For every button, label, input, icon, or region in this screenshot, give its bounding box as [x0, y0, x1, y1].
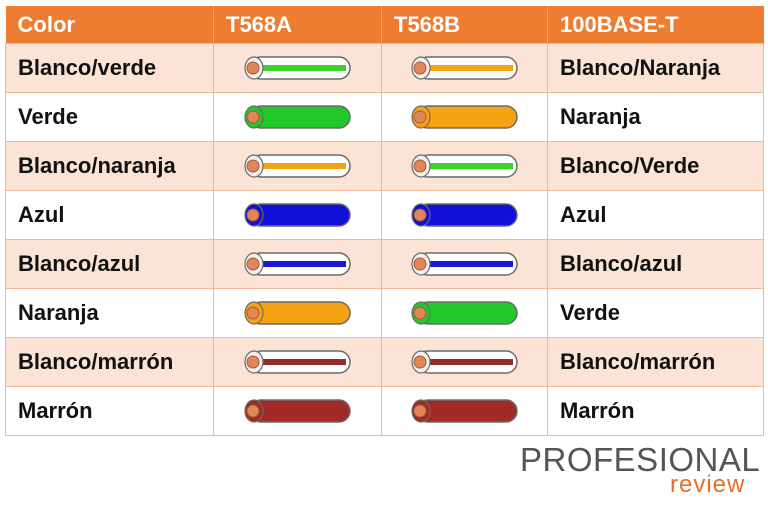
wire-stripe: [259, 65, 346, 71]
wire-copper-core: [413, 61, 426, 75]
header-100base-t: 100BASE-T: [547, 6, 764, 44]
table-row: Naranja Verde: [5, 288, 764, 338]
wire-copper-core: [413, 355, 426, 369]
header-row: Color T568A T568B 100BASE-T: [5, 6, 764, 44]
wire-insulation: [415, 105, 518, 129]
color-cell: Blanco/naranja: [5, 141, 214, 191]
wire-stripe: [426, 65, 513, 71]
t568a-wire-cell: [213, 43, 382, 93]
wire-insulation: [248, 399, 351, 423]
wire-stripe: [259, 359, 346, 365]
t568a-wire-cell: [213, 239, 382, 289]
t568a-wire-cell: [213, 190, 382, 240]
100base-t-cell: Blanco/Verde: [547, 141, 764, 191]
color-cell: Azul: [5, 190, 214, 240]
t568a-wire-cell: [213, 337, 382, 387]
t568b-wire-cell: [381, 190, 548, 240]
wire-icon: [243, 154, 351, 178]
profesional-review-logo: PROFESIONAL review: [520, 441, 761, 498]
100base-t-cell: Blanco/azul: [547, 239, 764, 289]
color-cell: Naranja: [5, 288, 214, 338]
wire-icon: [410, 203, 518, 227]
t568b-wire-cell: [381, 337, 548, 387]
color-cell: Blanco/azul: [5, 239, 214, 289]
color-cell: Marrón: [5, 386, 214, 436]
wire-icon: [243, 399, 351, 423]
wire-icon: [410, 56, 518, 80]
t568a-wire-cell: [213, 141, 382, 191]
100base-t-cell: Marrón: [547, 386, 764, 436]
wire-insulation: [415, 301, 518, 325]
100base-t-cell: Blanco/marrón: [547, 337, 764, 387]
t568b-wire-cell: [381, 386, 548, 436]
wire-icon: [243, 56, 351, 80]
wire-copper-core: [413, 208, 426, 222]
wire-copper-core: [246, 110, 259, 124]
t568b-wire-cell: [381, 141, 548, 191]
wire-copper-core: [413, 404, 426, 418]
100base-t-cell: Naranja: [547, 92, 764, 142]
wire-copper-core: [413, 110, 426, 124]
wire-copper-core: [246, 257, 259, 271]
wire-copper-core: [246, 159, 259, 173]
wire-copper-core: [413, 159, 426, 173]
table-row: Verde Naranja: [5, 92, 764, 142]
color-cell: Blanco/marrón: [5, 337, 214, 387]
wire-stripe: [426, 359, 513, 365]
wire-icon: [410, 154, 518, 178]
logo-line2: review: [670, 471, 746, 498]
wire-copper-core: [413, 257, 426, 271]
wire-icon: [243, 105, 351, 129]
header-t568a: T568A: [213, 6, 382, 44]
wire-stripe: [259, 261, 346, 267]
wire-insulation: [248, 105, 351, 129]
100base-t-cell: Blanco/Naranja: [547, 43, 764, 93]
wire-icon: [410, 399, 518, 423]
t568b-wire-cell: [381, 239, 548, 289]
wire-copper-core: [413, 306, 426, 320]
wire-copper-core: [246, 306, 259, 320]
header-t568b: T568B: [381, 6, 548, 44]
wire-icon: [243, 301, 351, 325]
wire-insulation: [415, 203, 518, 227]
color-cell: Verde: [5, 92, 214, 142]
wire-icon: [410, 252, 518, 276]
wire-insulation: [248, 301, 351, 325]
table-row: Blanco/verde Blanco/Naranja: [5, 43, 764, 93]
wire-copper-core: [246, 208, 259, 222]
wire-icon: [243, 350, 351, 374]
table-row: Blanco/azul Blanco/azul: [5, 239, 764, 289]
wire-icon: [243, 252, 351, 276]
t568a-wire-cell: [213, 386, 382, 436]
wire-icon: [410, 301, 518, 325]
wire-icon: [410, 350, 518, 374]
wire-stripe: [259, 163, 346, 169]
t568b-wire-cell: [381, 43, 548, 93]
wiring-table: Color T568A T568B 100BASE-T Blanco/verde…: [5, 6, 764, 436]
table-row: Marrón Marrón: [5, 386, 764, 436]
100base-t-cell: Azul: [547, 190, 764, 240]
wire-insulation: [248, 203, 351, 227]
table-row: Blanco/marrón Blanco/marrón: [5, 337, 764, 387]
100base-t-cell: Verde: [547, 288, 764, 338]
logo-line1: PROFESIONAL: [520, 441, 761, 478]
color-cell: Blanco/verde: [5, 43, 214, 93]
t568b-wire-cell: [381, 288, 548, 338]
wire-stripe: [426, 261, 513, 267]
wire-copper-core: [246, 355, 259, 369]
t568b-wire-cell: [381, 92, 548, 142]
wire-copper-core: [246, 61, 259, 75]
wire-copper-core: [246, 404, 259, 418]
wire-insulation: [415, 399, 518, 423]
wire-icon: [243, 203, 351, 227]
t568a-wire-cell: [213, 288, 382, 338]
header-color: Color: [5, 6, 214, 44]
table-row: Blanco/naranja Blanco/Verde: [5, 141, 764, 191]
wire-icon: [410, 105, 518, 129]
wire-stripe: [426, 163, 513, 169]
table-row: Azul Azul: [5, 190, 764, 240]
t568a-wire-cell: [213, 92, 382, 142]
